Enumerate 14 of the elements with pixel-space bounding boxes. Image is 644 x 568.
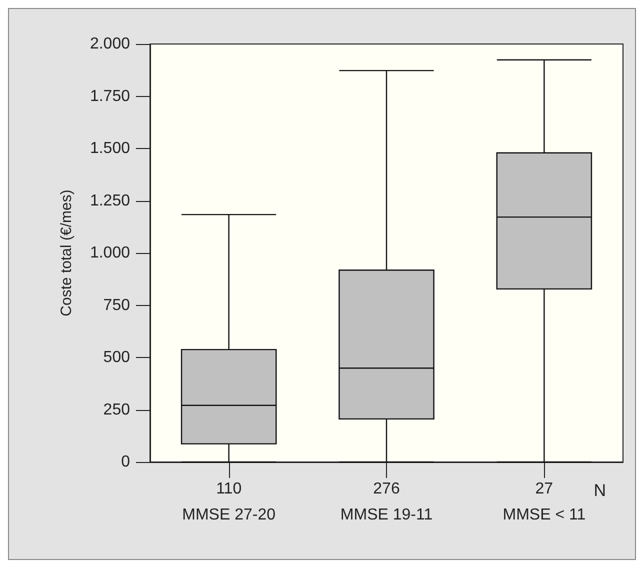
y-tick-label: 500	[103, 349, 130, 366]
text: N	[594, 481, 606, 500]
y-tick-label: 250	[103, 401, 130, 418]
x-tick-label: 27 MMSE < 11	[502, 480, 586, 524]
x-tick-label: 110 MMSE 27-20	[182, 480, 276, 524]
y-tick-label: 1.500	[90, 140, 130, 157]
y-tick-label: 2.000	[90, 36, 130, 52]
x-tick-label: 276 MMSE 19-11	[340, 480, 433, 524]
y-tick-label: 750	[103, 296, 130, 314]
y-tick-label: 1.750	[90, 88, 130, 105]
y-tick-label: 0	[121, 454, 130, 470]
y-tick-label: 1.250	[90, 192, 130, 210]
y-axis-title: Coste total (€/mes)	[58, 190, 75, 316]
y-tick-label: 1.000	[90, 244, 130, 262]
